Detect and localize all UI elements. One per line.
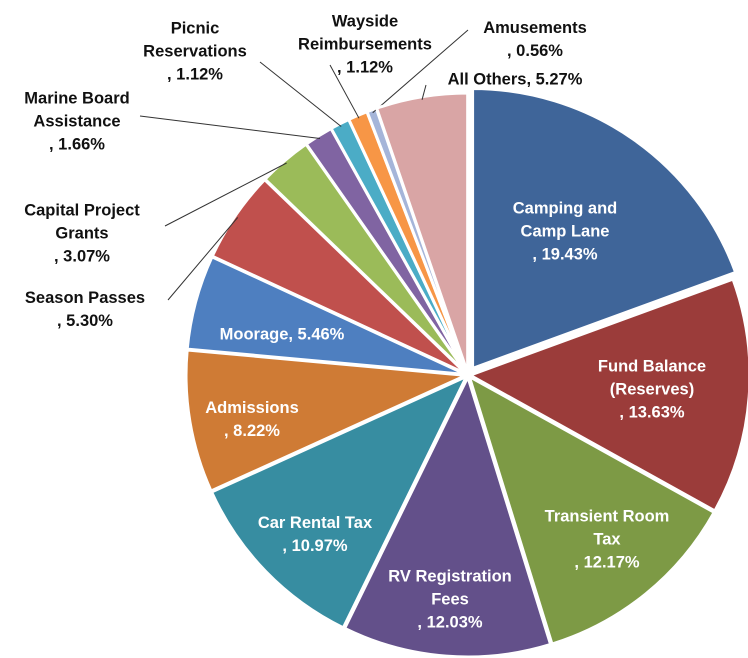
leader-line — [167, 217, 239, 301]
category-name: Picnic Reservations — [143, 19, 247, 61]
category-name: Admissions — [205, 399, 299, 417]
slice-label: Fund Balance (Reserves) , 13.63% — [587, 356, 717, 425]
slice-label: Moorage, 5.46% — [192, 324, 372, 347]
leader-line — [329, 64, 360, 119]
value-label: , 5.46% — [288, 325, 345, 344]
category-name: All Others — [447, 70, 527, 89]
category-name: Wayside Reimbursements — [298, 12, 432, 54]
slice-label: Capital Project Grants , 3.07% — [2, 200, 162, 269]
category-name: Capital Project Grants — [24, 201, 140, 243]
pie-slice — [466, 373, 717, 646]
value-label: , 0.56% — [507, 42, 563, 60]
value-label: , 1.12% — [337, 58, 393, 77]
value-label: , 8.22% — [224, 422, 280, 440]
pie-slice — [209, 373, 470, 630]
value-label: , 5.30% — [57, 312, 113, 330]
slice-label: Amusements , 0.56% — [465, 17, 605, 63]
slice-label: All Others, 5.27% — [425, 69, 605, 92]
pie-slice — [184, 348, 472, 493]
slice-label: RV Registration Fees , 12.03% — [370, 566, 530, 635]
slice-label: Transient Room Tax , 12.17% — [532, 506, 682, 575]
category-name: RV Registration Fees — [388, 567, 512, 609]
leader-line — [164, 162, 287, 227]
slice-label: Admissions , 8.22% — [192, 397, 312, 443]
slice-label: Marine Board Assistance , 1.66% — [2, 88, 152, 157]
leader-line — [421, 84, 427, 100]
leader-line — [139, 115, 321, 139]
slice-label: Season Passes , 5.30% — [0, 287, 175, 333]
pie-slice — [466, 277, 748, 513]
value-label: , 12.17% — [574, 553, 640, 572]
category-name: Amusements — [483, 19, 587, 37]
value-label: , 10.97% — [282, 537, 348, 555]
value-label: , 12.03% — [417, 613, 483, 632]
slice-label: Picnic Reservations , 1.12% — [125, 18, 265, 87]
category-name: Car Rental Tax — [257, 514, 373, 532]
category-name: Season Passes — [24, 289, 146, 307]
value-label: , 19.43% — [532, 245, 598, 264]
pie-slice — [374, 91, 470, 374]
value-label: , 1.66% — [49, 135, 105, 154]
pie-slice — [342, 372, 553, 658]
value-label: , 1.12% — [167, 65, 223, 84]
leader-line — [372, 29, 469, 114]
category-name: Fund Balance (Reserves) — [597, 357, 707, 399]
category-name: Moorage — [219, 325, 289, 344]
slice-label: Camping and Camp Lane , 19.43% — [495, 198, 635, 267]
slice-label: Wayside Reimbursements , 1.12% — [280, 11, 450, 80]
category-name: Camping and Camp Lane — [512, 199, 618, 241]
value-label: , 13.63% — [619, 403, 685, 422]
value-label: , 3.07% — [54, 247, 110, 266]
category-name: Marine Board Assistance — [24, 89, 130, 131]
slice-label: Car Rental Tax , 10.97% — [240, 512, 390, 558]
value-label: , 5.27% — [526, 70, 583, 89]
leader-line — [259, 61, 342, 127]
category-name: Transient Room Tax — [544, 507, 670, 549]
pie-slice — [471, 86, 738, 371]
